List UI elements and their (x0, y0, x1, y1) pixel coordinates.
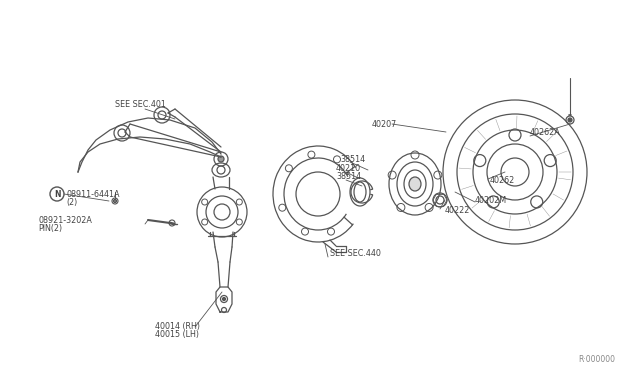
Text: SEE SEC.440: SEE SEC.440 (330, 250, 381, 259)
Text: 40014 (RH): 40014 (RH) (155, 321, 200, 330)
Text: 38514: 38514 (340, 154, 365, 164)
Text: 40262A: 40262A (530, 128, 561, 137)
Text: 40202M: 40202M (475, 196, 507, 205)
Text: 40262: 40262 (490, 176, 515, 185)
Circle shape (113, 199, 116, 202)
Circle shape (568, 118, 572, 122)
Text: PIN(2): PIN(2) (38, 224, 62, 232)
Text: 38514: 38514 (336, 171, 361, 180)
Text: SEE SEC.401: SEE SEC.401 (115, 99, 166, 109)
Text: 08911-6441A: 08911-6441A (66, 189, 120, 199)
Text: 08921-3202A: 08921-3202A (38, 215, 92, 224)
Text: R·000000: R·000000 (578, 355, 615, 364)
Ellipse shape (409, 177, 421, 191)
Text: 40015 (LH): 40015 (LH) (155, 330, 199, 339)
Text: N: N (54, 189, 60, 199)
Circle shape (218, 156, 224, 162)
Text: 40210: 40210 (336, 164, 361, 173)
Text: (2): (2) (66, 198, 77, 206)
Text: 40207: 40207 (372, 119, 397, 128)
Circle shape (223, 298, 225, 301)
Text: 40222: 40222 (445, 205, 470, 215)
